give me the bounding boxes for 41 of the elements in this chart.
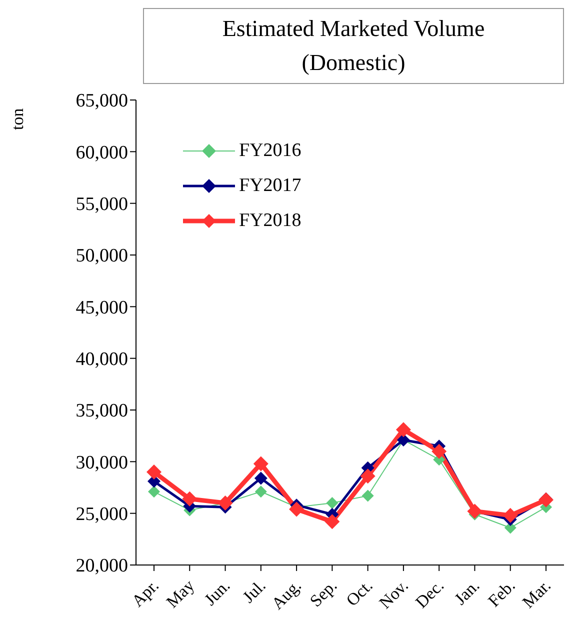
point [432, 444, 447, 459]
y-axis-title: ton [8, 108, 28, 130]
point [326, 497, 338, 509]
legend-label: FY2016 [239, 140, 302, 162]
y-tick-label: 60,000 [76, 142, 128, 164]
x-tick-label: May [162, 576, 198, 612]
legend-label: FY2018 [239, 210, 302, 232]
point [182, 491, 198, 506]
point [253, 456, 268, 472]
point [360, 468, 376, 484]
y-tick-label: 40,000 [76, 349, 128, 370]
x-tick-label: Dec. [412, 576, 448, 612]
y-tick-label: 20,000 [76, 556, 128, 577]
x-tick-label: Jul. [238, 576, 270, 607]
x-tick-label: Nov. [376, 576, 412, 612]
x-tick-label: Aug. [268, 576, 306, 614]
point [289, 502, 304, 517]
y-tick-label: 65,000 [76, 90, 128, 112]
point [254, 486, 267, 498]
y-tick-label: 50,000 [76, 246, 128, 267]
x-tick-label: Sep. [306, 576, 341, 611]
x-tick-label: Jun. [200, 576, 234, 610]
point [396, 422, 411, 438]
point [146, 464, 162, 480]
x-tick-label: Jan. [450, 576, 484, 609]
x-tick-label: Apr. [128, 576, 162, 611]
y-tick-label: 25,000 [76, 504, 128, 526]
chart-title: Estimated Marketed Volume (Domestic) [221, 15, 486, 77]
point [324, 514, 340, 530]
point [148, 486, 160, 498]
y-tick-label: 35,000 [76, 400, 128, 422]
point [502, 508, 518, 523]
x-tick-label: Feb. [484, 576, 519, 611]
y-tick-label: 55,000 [76, 194, 128, 216]
legend-label: FY2017 [239, 174, 302, 196]
point [254, 472, 268, 485]
y-tick-label: 45,000 [76, 297, 128, 318]
point [362, 490, 374, 502]
y-tick-label: 30,000 [76, 452, 128, 474]
x-tick-label: Mar. [518, 576, 554, 612]
x-tick-label: Oct. [342, 576, 376, 610]
